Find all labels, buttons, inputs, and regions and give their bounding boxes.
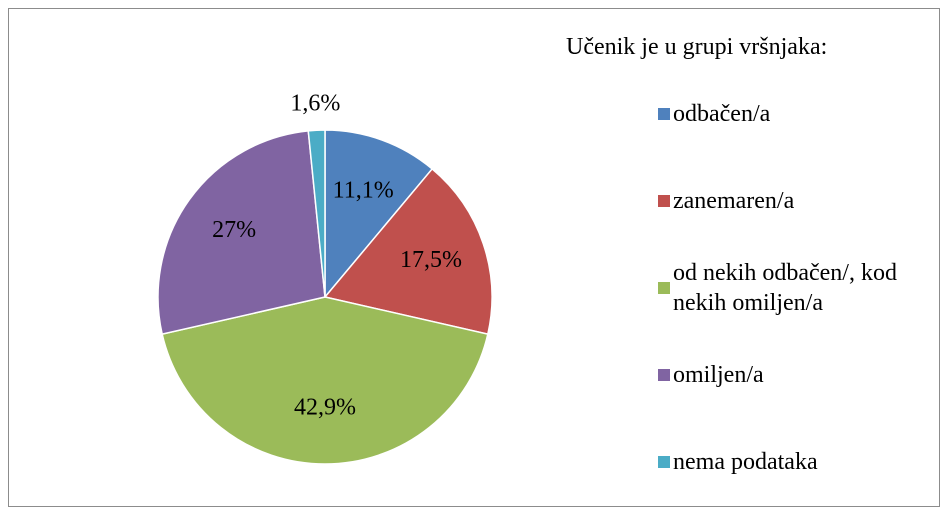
pie-slice: [161, 296, 489, 465]
legend-item: omiljen/a: [658, 360, 938, 390]
data-label: 42,9%: [294, 394, 356, 420]
legend-label: od nekih odbačen/, kod nekih omiljen/a: [673, 260, 897, 316]
legend-item: zanemaren/a: [658, 186, 938, 216]
legend-item: nema podataka: [658, 447, 938, 477]
legend-label: omiljen/a: [673, 362, 764, 388]
legend-title: Učenik je u grupi vršnjaka:: [566, 34, 828, 60]
chart-frame: [8, 8, 940, 507]
legend-swatch: [658, 282, 670, 294]
legend-item: odbačen/a: [658, 99, 938, 129]
legend-item: od nekih odbačen/, kod nekih omiljen/a: [658, 258, 938, 318]
legend-label: odbačen/a: [673, 101, 771, 127]
legend-label: zanemaren/a: [673, 188, 795, 214]
data-label: 17,5%: [400, 247, 462, 273]
legend-swatch: [658, 108, 670, 120]
data-label: 11,1%: [333, 177, 394, 203]
legend-swatch: [658, 195, 670, 207]
pie-slice: [307, 129, 326, 298]
pie-slice: [157, 130, 326, 336]
data-label: 1,6%: [290, 91, 340, 117]
legend-swatch: [658, 369, 670, 381]
legend-swatch: [658, 456, 670, 468]
pie-slice: [323, 167, 493, 336]
pie-slice: [324, 129, 434, 300]
legend-label: nema podataka: [673, 449, 818, 475]
data-label: 27%: [212, 217, 256, 243]
